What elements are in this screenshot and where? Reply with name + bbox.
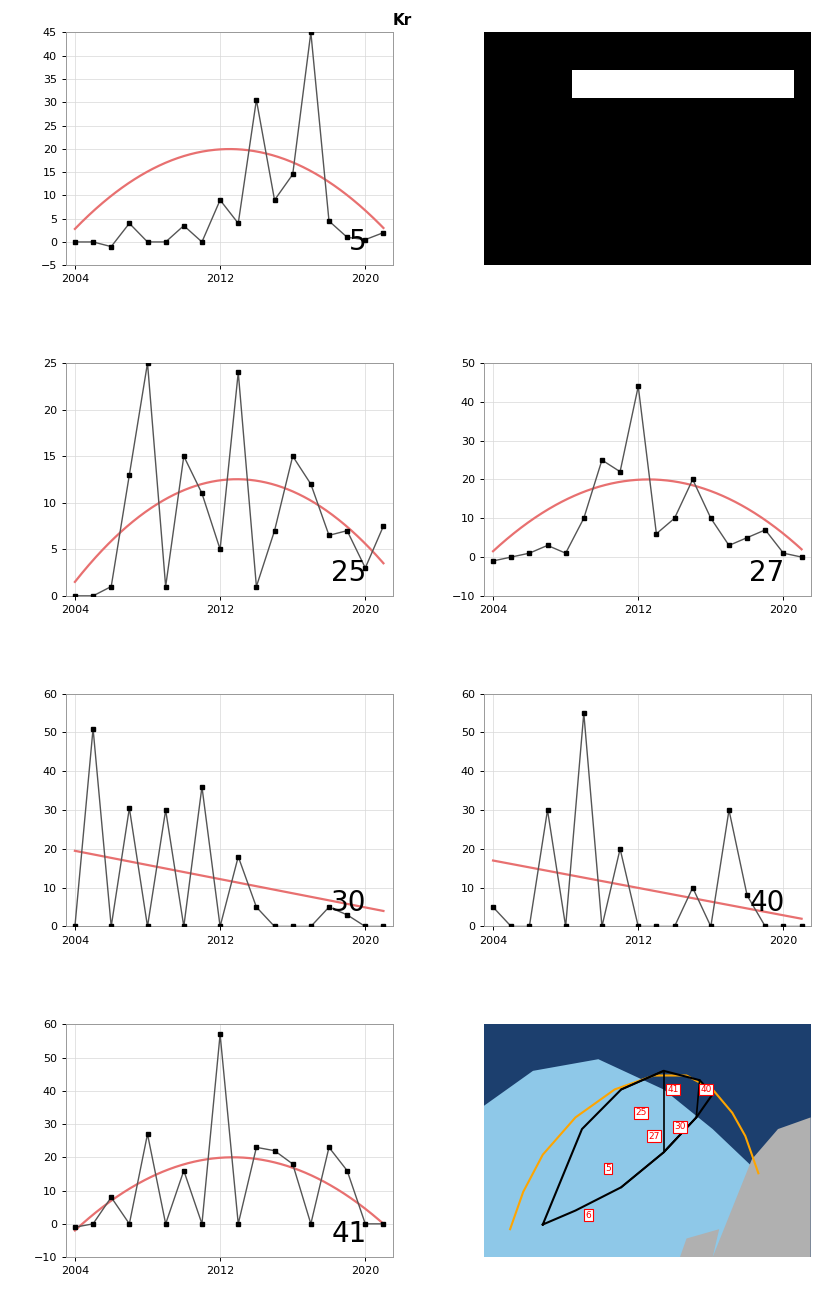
Text: Kr: Kr xyxy=(491,44,514,62)
Text: 30: 30 xyxy=(674,1122,686,1131)
Text: 25: 25 xyxy=(331,559,366,587)
Polygon shape xyxy=(713,1117,811,1257)
Text: 40: 40 xyxy=(700,1085,712,1094)
Text: 5: 5 xyxy=(605,1164,611,1173)
Text: 5: 5 xyxy=(349,228,366,255)
Text: 27: 27 xyxy=(649,1131,659,1140)
Text: 27: 27 xyxy=(749,559,784,587)
Text: 6: 6 xyxy=(586,1210,592,1220)
Text: 30: 30 xyxy=(331,889,366,918)
Text: 25: 25 xyxy=(635,1108,647,1117)
Text: Kr: Kr xyxy=(393,13,412,27)
Text: 41: 41 xyxy=(667,1085,679,1094)
Polygon shape xyxy=(484,1059,761,1257)
Polygon shape xyxy=(680,1229,719,1257)
Text: 40: 40 xyxy=(749,889,784,918)
Text: 41: 41 xyxy=(331,1220,366,1248)
FancyBboxPatch shape xyxy=(572,70,794,97)
